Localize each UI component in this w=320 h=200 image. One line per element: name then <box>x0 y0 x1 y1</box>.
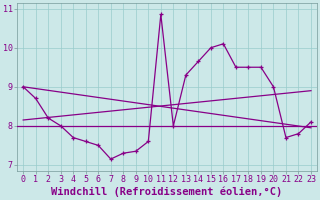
X-axis label: Windchill (Refroidissement éolien,°C): Windchill (Refroidissement éolien,°C) <box>52 187 283 197</box>
